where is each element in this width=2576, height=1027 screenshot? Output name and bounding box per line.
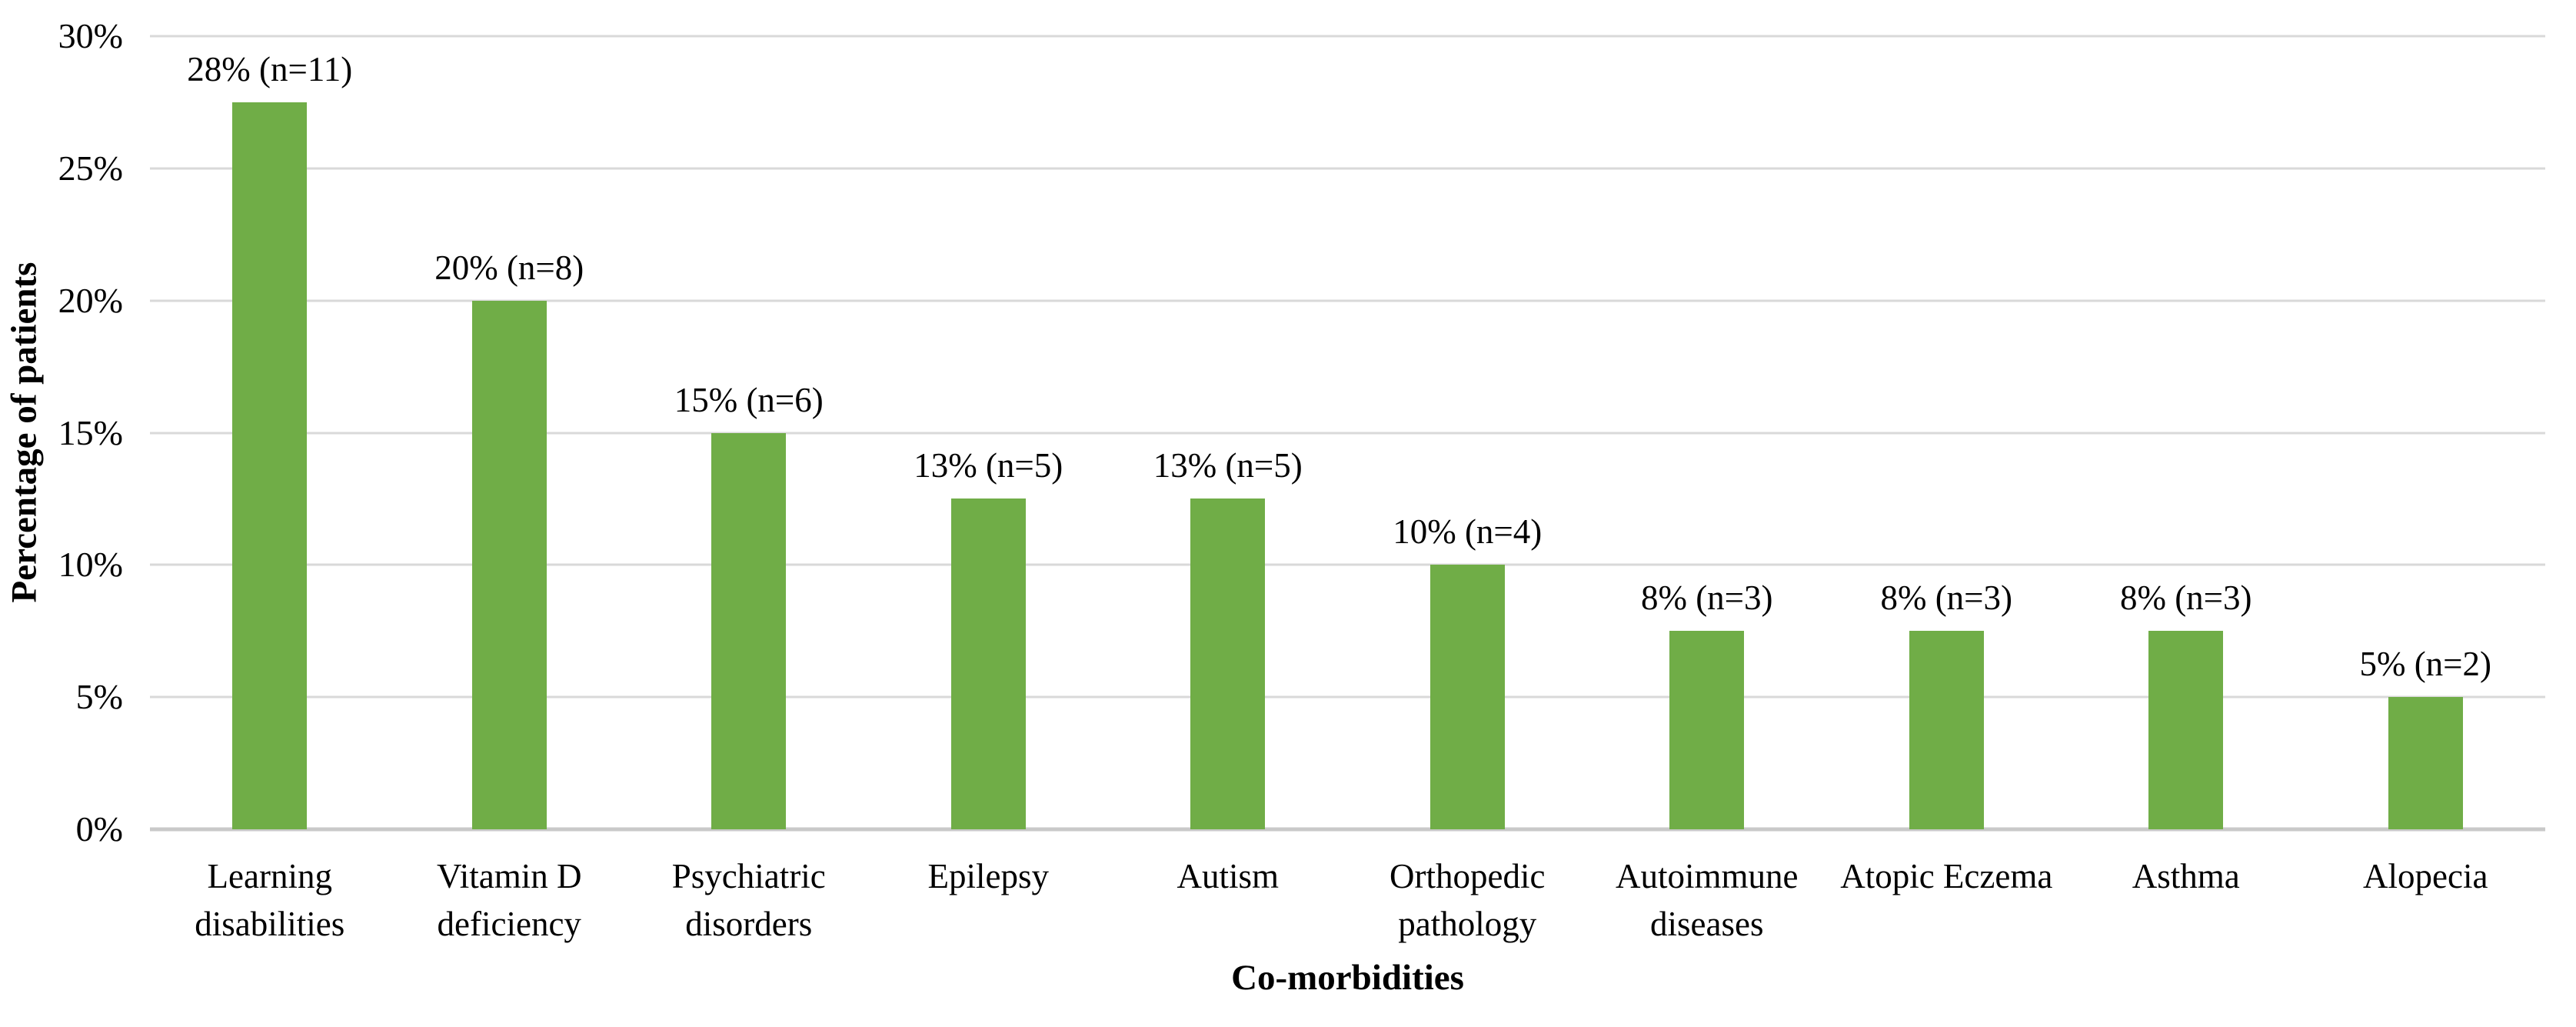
x-category-label: Asthma [2132, 857, 2240, 895]
bar-value-label: 13% (n=5) [1153, 446, 1303, 485]
x-axis-line [150, 827, 2545, 832]
bar-value-label: 8% (n=3) [2119, 579, 2252, 618]
x-axis-title: Co-morbidities [1231, 958, 1464, 998]
bar-value-label: 20% (n=8) [434, 248, 584, 287]
y-tick-label: 30% [58, 16, 123, 55]
bar [1429, 565, 1505, 829]
y-tick-label: 5% [75, 677, 123, 717]
gridline [150, 35, 2545, 38]
bar-value-label: 15% (n=6) [674, 380, 824, 419]
bar [1190, 498, 1266, 829]
bar [950, 498, 1026, 829]
bar [711, 432, 787, 829]
x-category-label: Alopecia [2363, 857, 2488, 895]
x-category-label: Orthopedic pathology [1390, 857, 1546, 943]
y-tick-label: 20% [58, 280, 123, 320]
bar-value-label: 13% (n=5) [914, 446, 1063, 485]
x-category-label: Psychiatric disorders [671, 857, 826, 943]
x-category-label: Autoimmune diseases [1616, 857, 1799, 943]
bar [232, 102, 308, 829]
gridline [150, 432, 2545, 434]
gridline [150, 695, 2545, 699]
x-category-label: Epilepsy [927, 857, 1049, 895]
y-tick-label: 0% [75, 809, 123, 849]
bar-value-label: 10% (n=4) [1393, 512, 1543, 552]
y-tick-label: 15% [58, 412, 123, 452]
bar-value-label: 8% (n=3) [1880, 579, 2013, 618]
x-category-label: Vitamin D deficiency [436, 857, 582, 943]
plot-area: 28% (n=11) 20% (n=8) 15% (n=6) 13% (n=5) 13%… [150, 35, 2545, 832]
y-tick-label: 25% [58, 148, 123, 188]
x-category-label: Learning disabilities [195, 857, 345, 943]
bar [2388, 697, 2463, 829]
bar [2148, 631, 2224, 829]
gridline [150, 167, 2545, 170]
x-category-label: Autism [1177, 857, 1280, 895]
bar [1669, 631, 1745, 829]
gridline [150, 563, 2545, 566]
bar [1909, 631, 1984, 829]
gridline [150, 299, 2545, 302]
y-tick-label: 10% [58, 545, 123, 585]
x-category-label: Atopic Eczema [1840, 857, 2053, 895]
bar [471, 300, 547, 829]
bar-value-label: 8% (n=3) [1640, 579, 1773, 618]
bar-value-label: 5% (n=2) [2359, 645, 2492, 684]
bar-value-label: 28% (n=11) [187, 49, 353, 88]
